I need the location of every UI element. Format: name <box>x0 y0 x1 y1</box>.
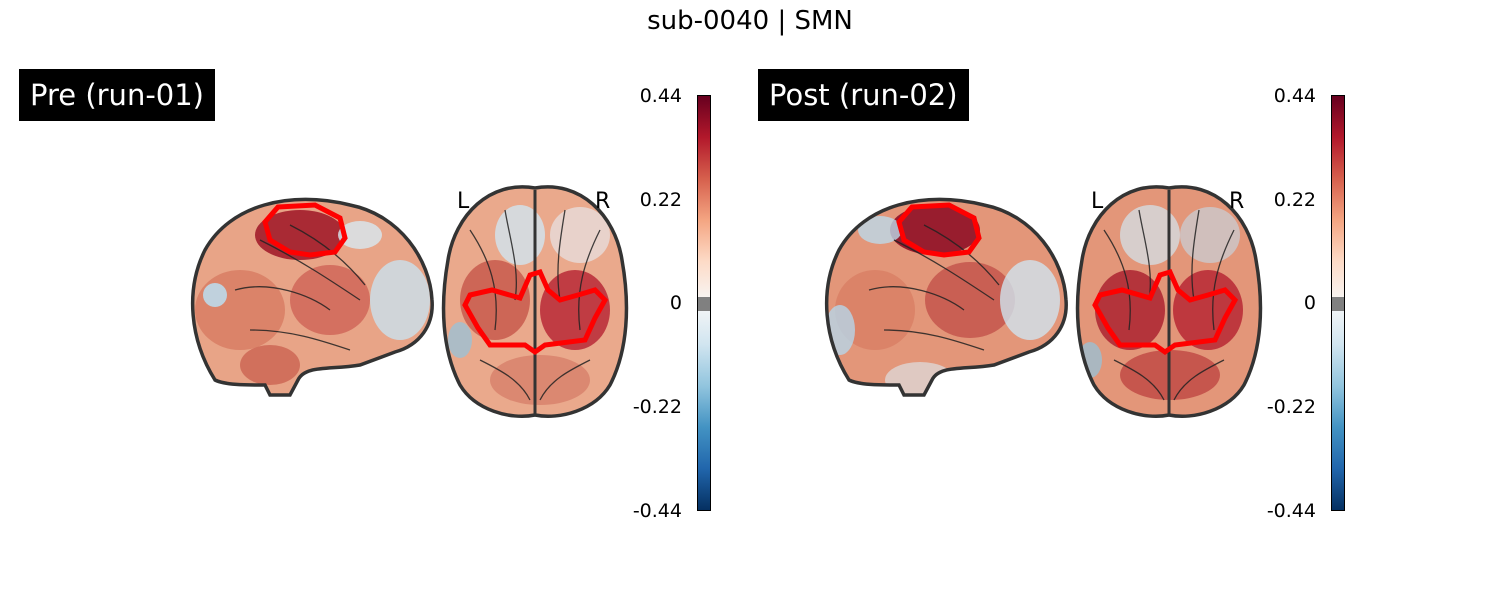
orientation-left-label: L <box>1091 189 1104 214</box>
roi-outline-sagittal <box>896 202 982 258</box>
colorbar-threshold-band <box>1332 297 1344 311</box>
panel-pre: Pre (run-01) <box>0 0 740 600</box>
figure-title: sub-0040 | SMN <box>647 6 853 36</box>
panel-label: Pre (run-01) <box>19 69 215 121</box>
colorbar-tick: 0.44 <box>639 85 682 107</box>
sagittal-outline <box>824 197 1068 397</box>
colorbar-tick: 0.22 <box>639 189 682 211</box>
colorbar-tick: 0 <box>669 292 682 314</box>
sagittal-view-post <box>826 199 1067 395</box>
glass-brain-views <box>824 185 1263 418</box>
colorbar-tick: -0.22 <box>632 396 682 418</box>
colorbar-tick: 0 <box>1303 292 1316 314</box>
roi-outline-axial <box>462 268 609 356</box>
colorbar-tick: 0.22 <box>1273 189 1316 211</box>
sagittal-outline <box>190 197 434 397</box>
orientation-left-label: L <box>457 189 470 214</box>
colorbar-tick: -0.44 <box>1266 500 1316 522</box>
roi-outline-axial <box>1092 268 1239 356</box>
sagittal-view-pre <box>192 199 433 395</box>
orientation-right-label: R <box>1229 189 1245 214</box>
colorbar-tick: -0.22 <box>1266 396 1316 418</box>
colorbar-threshold-band <box>698 297 710 311</box>
roi-outline-sagittal <box>262 202 348 258</box>
colorbar <box>697 95 711 511</box>
colorbar-tick: 0.44 <box>1273 85 1316 107</box>
colorbar-tick: -0.44 <box>632 500 682 522</box>
panel-post: Post (run-02) <box>740 0 1480 600</box>
panel-label: Post (run-02) <box>758 69 969 121</box>
orientation-right-label: R <box>595 189 611 214</box>
glass-brain-views <box>190 185 629 418</box>
colorbar <box>1331 95 1345 511</box>
